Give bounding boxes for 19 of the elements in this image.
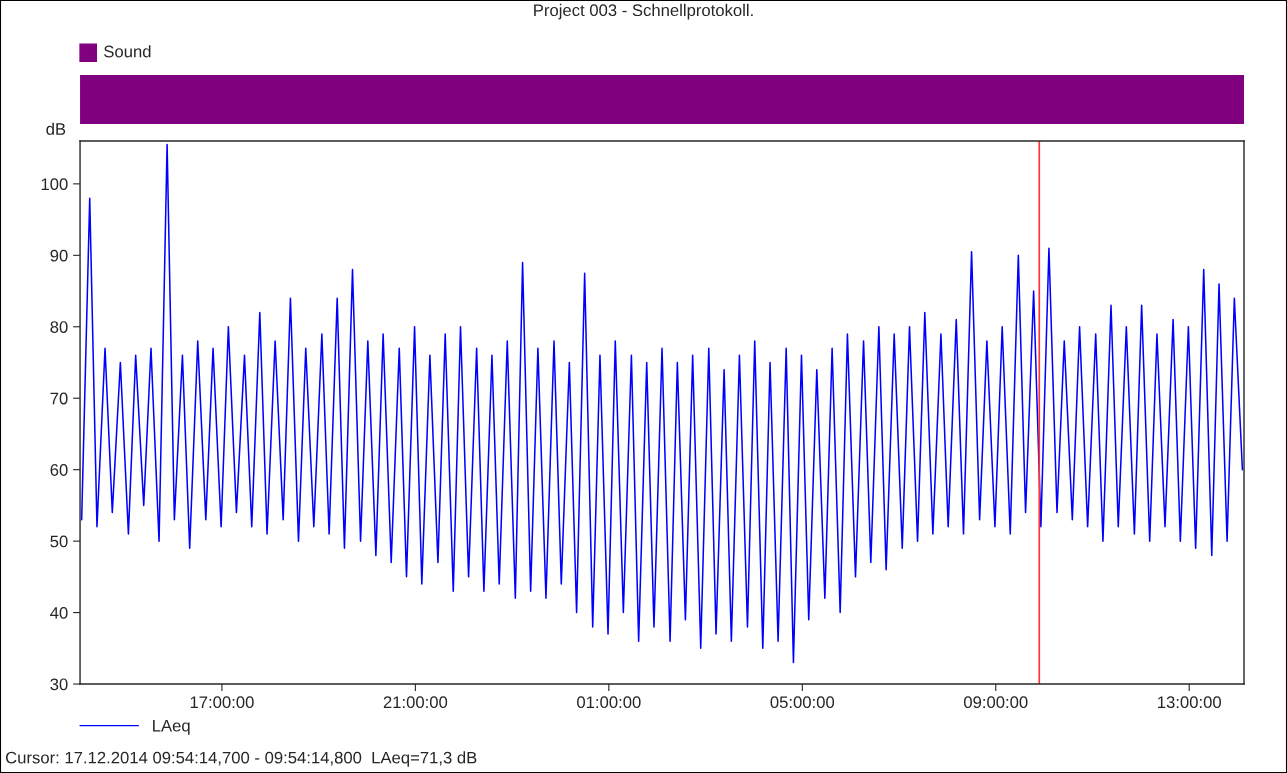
- y-tick-label: 80: [50, 321, 68, 333]
- text: Cursor: 17.12.2014 09:54:14,700 - 09:54:14,800 LAeq=71,3 dB: [5, 751, 477, 767]
- y-tick-label: 50: [50, 535, 68, 548]
- y-tick-label: 30: [50, 678, 68, 691]
- x-tick-label: 01:00:00: [577, 696, 641, 709]
- x-tick-label: 17:00:00: [190, 696, 254, 709]
- legend-label: LAeq: [153, 719, 190, 735]
- x-tick-label: 09:00:00: [963, 696, 1028, 709]
- x-tick-label: 05:00:00: [770, 696, 835, 709]
- y-tick-label: 70: [50, 392, 68, 405]
- chart-title: Project 003 - Schnellprotokoll.: [534, 3, 753, 20]
- y-tick-label: 40: [50, 606, 68, 619]
- x-tick-label: 21:00:00: [383, 696, 448, 709]
- y-tick-label: 100: [41, 178, 68, 191]
- y-axis-title: dB: [46, 122, 66, 135]
- x-tick-label: 13:00:00: [1158, 696, 1221, 709]
- text: Sound: [104, 45, 151, 58]
- y-tick-label: 90: [50, 249, 68, 262]
- y-tick-label: 60: [50, 464, 68, 476]
